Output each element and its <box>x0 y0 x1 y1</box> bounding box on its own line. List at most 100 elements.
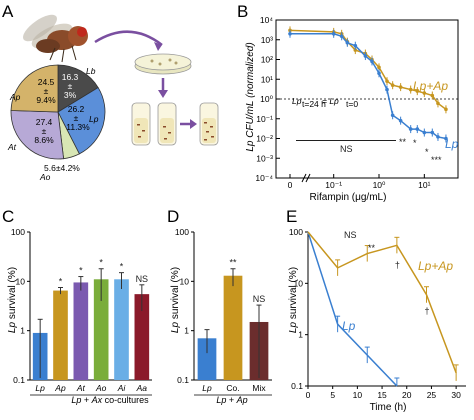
chart-b-xtick-label: 10¹ <box>418 180 430 190</box>
pie-value-ao: 5.6±4.2% <box>44 163 80 173</box>
pie-value-at-2: ± <box>42 126 47 136</box>
chart-b-stars-2: * <box>413 138 417 148</box>
chart-b-ytick-label: 10¹ <box>261 74 273 84</box>
chart-c-xtick-label: Ap <box>54 383 66 393</box>
chart-e-xtick-label: 5 <box>330 390 335 400</box>
chart-c-bar-aa <box>134 294 150 380</box>
fly-illustration <box>22 14 88 63</box>
pie-slice-at <box>10 110 65 160</box>
pie-value-ap-2: ± <box>44 86 49 96</box>
pie-value-lp-1: 26.2 <box>68 104 85 114</box>
chart-b-axis-break <box>301 173 307 183</box>
chart-e-label-lpap: Lp+Ap <box>418 259 453 273</box>
chart-d-xtick-label: Lp <box>202 383 212 393</box>
chart-b-axis-break <box>305 173 311 183</box>
chart-e-dagger-2: † <box>425 306 430 316</box>
pie-label-ap: Ap <box>9 92 21 102</box>
chart-b-line-lpap <box>289 29 447 110</box>
chart-d-bar-co <box>223 275 243 380</box>
pie-label-ao: Ao <box>39 172 51 182</box>
chart-b-ytick-label: 10³ <box>261 35 273 45</box>
chart-c-sig: NS <box>136 274 149 284</box>
chart-e-ylabel: Lp survival (%) <box>288 267 299 333</box>
chart-c-bar-at <box>73 282 89 380</box>
pie-slice-lb <box>57 64 99 113</box>
pie-label-at: At <box>7 142 17 152</box>
chart-b-label-lpap: Lp+Ap <box>413 79 448 93</box>
chart-e-ytick-label: 0.1 <box>291 381 303 391</box>
chart-e-dagger-1: † <box>395 260 400 270</box>
baseline-lp-a: Lp <box>292 96 302 106</box>
chart-b-stars-4: *** <box>431 155 442 165</box>
chart-c: 0.1 1 10 100 Lp * Ap * At * Ao * Ai NS Aa <box>11 227 152 396</box>
pie-slice-ap <box>10 64 59 113</box>
baseline-sub-a: t=24 h <box>302 99 326 109</box>
pie-value-lb-3: 3% <box>64 90 77 100</box>
chart-b-ns: NS <box>340 144 353 154</box>
pie-value-at-1: 27.4 <box>36 117 53 127</box>
chart-e-xtick-label: 0 <box>306 390 311 400</box>
chart-b-ytick-label: 10⁰ <box>260 94 273 104</box>
chart-d-xtick-label: Mix <box>252 383 266 393</box>
chart-c-xtick-label: Lp <box>35 383 45 393</box>
chart-b-xtick-label: 10⁻¹ <box>325 180 342 190</box>
chart-c-bar-ao <box>93 279 109 380</box>
chart-b-ytick-label: 10² <box>261 55 273 65</box>
chart-d-sig: ** <box>229 258 237 268</box>
chart-d-ytick-label: 100 <box>175 227 189 237</box>
chart-d-ytick-label: 10 <box>180 276 190 286</box>
pie-value-lp-2: ± <box>74 113 79 123</box>
chart-b: 10⁻⁴ 10⁻³ 10⁻² 10⁻¹ 10⁰ 10¹ 10² 10³ 10⁴ 0 10⁻¹ 10⁰ 1… <box>255 15 459 190</box>
plating-illustration <box>94 30 219 146</box>
chart-b-ylabel: Lp CFU/mL (normalized) <box>245 42 256 151</box>
pie-label-lp: Lp <box>89 114 99 124</box>
chart-e-line-lp <box>307 231 398 387</box>
chart-c-ylabel: Lp survival (%) <box>7 267 18 333</box>
chart-b-baseline-label: Lp t=24 h = Lp t=0 <box>292 96 358 109</box>
pie-label-lb: Lb <box>86 66 96 76</box>
panel-c: C 0.1 1 10 100 Lp * Ap * At * Ao * Ai NS Aa Lp surviva… <box>2 207 152 405</box>
panel-letter-d: D <box>167 207 179 226</box>
chart-b-ytick-label: 10⁻¹ <box>256 114 273 124</box>
panel-a: A Ap Lb Lp At Ao 24.5 ± 9.4% 16.3 ± 3% 2… <box>2 2 219 182</box>
chart-d-ytick-label: 1 <box>184 326 189 336</box>
chart-b-ytick-label: 10⁻³ <box>256 153 273 163</box>
pie-chart <box>10 64 106 160</box>
chart-c-ytick-label: 0.1 <box>13 375 25 385</box>
chart-c-xtick-label: Ai <box>117 383 127 393</box>
chart-d-ylabel: Lp survival (%) <box>170 267 181 333</box>
chart-e-xlabel: Time (h) <box>370 402 407 413</box>
pie-value-lp-3: 11.3% <box>66 122 90 132</box>
chart-c-ytick-label: 100 <box>11 227 25 237</box>
chart-b-xtick-label: 10⁰ <box>373 180 386 190</box>
chart-e: 0.1 1 10 100 0 5 10 15 20 25 30 † † <box>289 227 466 400</box>
chart-b-ytick-label: 10⁻⁴ <box>255 173 273 183</box>
chart-d-bar-lp <box>197 338 217 380</box>
chart-d-xlabel: Lp + Ap <box>216 395 247 405</box>
pie-value-ap-3: 9.4% <box>36 95 56 105</box>
pie-slice-lp <box>57 87 106 155</box>
chart-b-xtick-label: 0 <box>288 180 293 190</box>
chart-e-line-lpap <box>307 231 457 374</box>
pie-value-lb-2: ± <box>68 81 73 91</box>
chart-c-xtick-label: Ao <box>95 383 107 393</box>
chart-b-stars-1: ** <box>399 137 407 147</box>
chart-c-sig: * <box>59 276 63 286</box>
chart-e-xtick-label: 20 <box>402 390 412 400</box>
chart-c-xlabel: Lp + Ax co-cultures <box>71 395 149 405</box>
chart-b-xlabel: Rifampin (μg/mL) <box>310 192 387 203</box>
panel-letter-e: E <box>286 207 297 226</box>
chart-c-ytick-label: 1 <box>20 326 25 336</box>
panel-letter-b: B <box>237 2 248 21</box>
chart-c-bar-ai <box>114 279 129 380</box>
chart-d-xtick-label: Co. <box>226 383 239 393</box>
chart-d-ytick-label: 0.1 <box>177 375 189 385</box>
chart-e-xtick-label: 15 <box>377 390 387 400</box>
pie-value-at-3: 8.6% <box>34 135 54 145</box>
chart-c-ytick-label: 10 <box>16 276 26 286</box>
chart-e-xtick-label: 25 <box>427 390 437 400</box>
chart-b-ytick-label: 10⁻² <box>256 134 273 144</box>
